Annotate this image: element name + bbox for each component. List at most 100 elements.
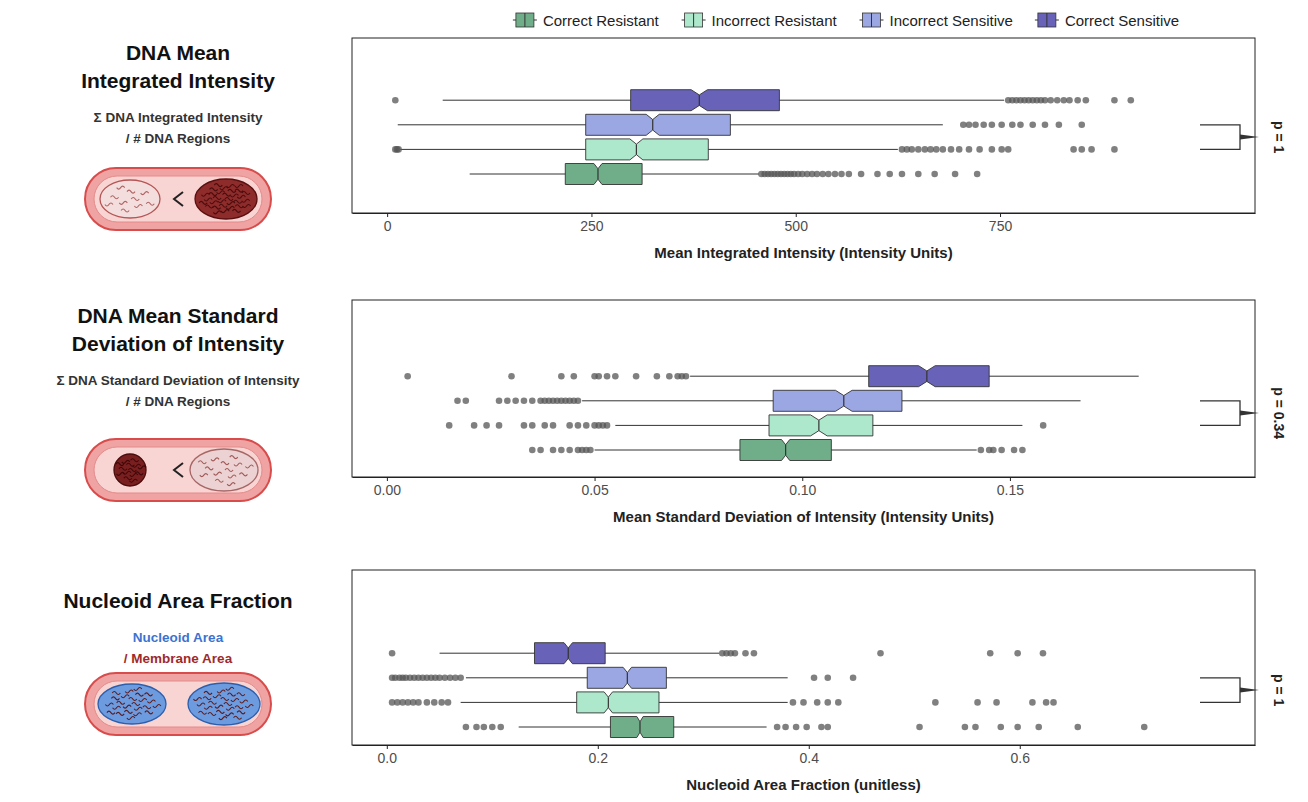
outlier — [1011, 447, 1018, 454]
x-tick: 0.00 — [374, 477, 401, 498]
outlier — [835, 699, 842, 706]
x-tick-mark — [809, 745, 810, 749]
median — [608, 697, 609, 708]
icon-texture — [219, 717, 227, 720]
outlier — [751, 650, 758, 657]
plot-marks — [404, 366, 1138, 461]
icon-texture — [235, 205, 243, 208]
outlier — [803, 724, 810, 731]
icon-texture — [127, 190, 135, 193]
icon-membrane — [85, 439, 271, 501]
icon-texture — [131, 459, 139, 462]
outlier — [990, 447, 997, 454]
x-tick-mark — [598, 745, 599, 749]
outlier — [1043, 699, 1050, 706]
x-tick-mark — [387, 213, 388, 217]
legend-swatch — [862, 13, 880, 27]
icon-texture — [129, 479, 137, 482]
x-axis: 0.000.050.100.15 — [353, 477, 1256, 498]
outlier — [558, 373, 565, 380]
icon-texture — [134, 687, 142, 690]
icon-texture — [117, 701, 125, 704]
x-tick: 0.10 — [789, 477, 816, 498]
outlier — [666, 373, 673, 380]
icon-texture — [203, 697, 211, 700]
icon-texture — [105, 203, 113, 206]
icon-texture — [111, 697, 119, 700]
icon-texture — [231, 698, 239, 701]
outlier — [940, 146, 947, 153]
icon-texture — [112, 691, 120, 694]
outlier — [1054, 97, 1061, 104]
icon-texture — [235, 706, 243, 709]
outlier — [471, 422, 478, 429]
outlier — [1042, 122, 1049, 129]
outlier — [566, 447, 573, 454]
outlier — [654, 373, 661, 380]
outlier — [1029, 699, 1036, 706]
x-tick-label: 0.00 — [374, 482, 401, 498]
outlier — [824, 699, 831, 706]
icon-texture — [132, 703, 140, 706]
icon-texture — [230, 194, 238, 197]
icon-texture — [116, 712, 124, 715]
box — [773, 390, 902, 411]
outlier — [496, 398, 503, 405]
icon-texture — [123, 705, 131, 708]
x-axis-title: Nucleoid Area Fraction (unitless) — [686, 776, 921, 793]
x-tick: 0 — [384, 213, 392, 234]
outlier — [1088, 146, 1095, 153]
x-tick: 0.0 — [378, 745, 398, 766]
panel: 0.00.20.40.6Nucleoid Area Fraction (unit… — [352, 570, 1256, 793]
outlier — [512, 398, 519, 405]
significance-pointer — [1240, 688, 1259, 693]
icon-texture — [129, 697, 137, 700]
outlier — [575, 422, 582, 429]
x-tick: 500 — [785, 213, 809, 234]
icon-texture — [131, 198, 139, 201]
median — [843, 396, 844, 407]
plot-frame — [352, 300, 1255, 477]
icon-texture — [233, 209, 241, 212]
icon-texture — [133, 713, 141, 716]
x-tick-label: 750 — [989, 218, 1013, 234]
outlier — [974, 699, 981, 706]
outlier — [790, 699, 797, 706]
icon-texture — [213, 211, 221, 214]
icon-texture — [199, 711, 207, 714]
outlier — [521, 422, 528, 429]
outlier — [550, 447, 557, 454]
outlier — [933, 146, 940, 153]
outlier — [774, 724, 781, 731]
icon-texture — [135, 693, 143, 696]
icon-texture — [221, 210, 229, 213]
x-tick-label: 0.0 — [378, 750, 398, 766]
x-tick: 0.4 — [800, 745, 820, 766]
x-tick: 0.6 — [1011, 745, 1031, 766]
outlier — [457, 675, 464, 682]
median — [785, 445, 786, 456]
icon-texture — [116, 472, 124, 475]
outlier — [1005, 146, 1012, 153]
box — [534, 643, 605, 664]
cell-icon — [85, 673, 271, 735]
outlier — [583, 422, 590, 429]
icon-texture — [213, 196, 221, 199]
outlier — [850, 675, 857, 682]
outlier — [1078, 122, 1085, 129]
icon-texture — [235, 184, 243, 187]
outlier — [972, 724, 979, 731]
median — [627, 673, 628, 684]
icon-chevron — [174, 192, 183, 206]
legend-swatch — [1038, 13, 1056, 27]
outlier — [1060, 97, 1067, 104]
panel-title: DNA Mean StandardDeviation of Intensity — [72, 304, 285, 355]
icon-texture — [237, 711, 245, 714]
median — [636, 144, 637, 155]
x-axis-line — [353, 745, 1256, 746]
icon-texture — [214, 472, 222, 475]
outlier — [454, 398, 461, 405]
legend-item: Correct Resistant — [513, 12, 660, 29]
x-tick-label: 500 — [785, 218, 809, 234]
outlier — [742, 650, 749, 657]
